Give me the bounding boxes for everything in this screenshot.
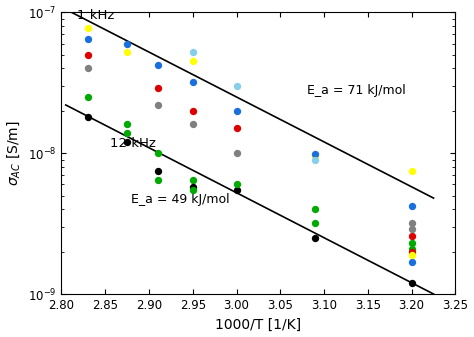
Point	[189, 50, 197, 55]
Point	[311, 157, 319, 162]
Y-axis label: $\sigma_{AC}$ [S/m]: $\sigma_{AC}$ [S/m]	[6, 120, 22, 186]
Point	[408, 259, 415, 264]
X-axis label: 1000/T [1/K]: 1000/T [1/K]	[215, 317, 301, 332]
Point	[84, 94, 91, 100]
Point	[408, 168, 415, 174]
Point	[233, 187, 240, 192]
Point	[154, 168, 162, 174]
Point	[233, 182, 240, 187]
Point	[408, 233, 415, 238]
Point	[84, 52, 91, 57]
Point	[311, 235, 319, 241]
Point	[189, 187, 197, 192]
Point	[189, 177, 197, 182]
Point	[311, 207, 319, 212]
Point	[189, 122, 197, 127]
Point	[408, 249, 415, 254]
Point	[154, 177, 162, 182]
Point	[123, 139, 131, 145]
Point	[84, 115, 91, 120]
Point	[84, 25, 91, 30]
Point	[311, 220, 319, 225]
Point	[189, 184, 197, 189]
Point	[123, 41, 131, 46]
Point	[408, 240, 415, 246]
Text: E_a = 71 kJ/mol: E_a = 71 kJ/mol	[307, 84, 405, 97]
Point	[84, 36, 91, 41]
Point	[233, 83, 240, 89]
Point	[123, 122, 131, 127]
Text: 1 kHz: 1 kHz	[77, 9, 115, 22]
Point	[311, 154, 319, 159]
Point	[154, 63, 162, 68]
Point	[189, 108, 197, 114]
Point	[408, 252, 415, 257]
Point	[189, 79, 197, 85]
Point	[123, 130, 131, 135]
Point	[154, 85, 162, 91]
Point	[408, 226, 415, 232]
Point	[408, 204, 415, 209]
Point	[233, 126, 240, 131]
Text: E_a = 49 kJ/mol: E_a = 49 kJ/mol	[131, 193, 230, 206]
Point	[408, 246, 415, 251]
Point	[189, 59, 197, 64]
Point	[233, 151, 240, 156]
Point	[84, 66, 91, 71]
Point	[233, 108, 240, 114]
Point	[154, 151, 162, 156]
Point	[311, 152, 319, 157]
Point	[408, 220, 415, 225]
Point	[123, 50, 131, 55]
Text: 12 kHz: 12 kHz	[109, 137, 155, 150]
Point	[154, 102, 162, 108]
Point	[408, 280, 415, 285]
